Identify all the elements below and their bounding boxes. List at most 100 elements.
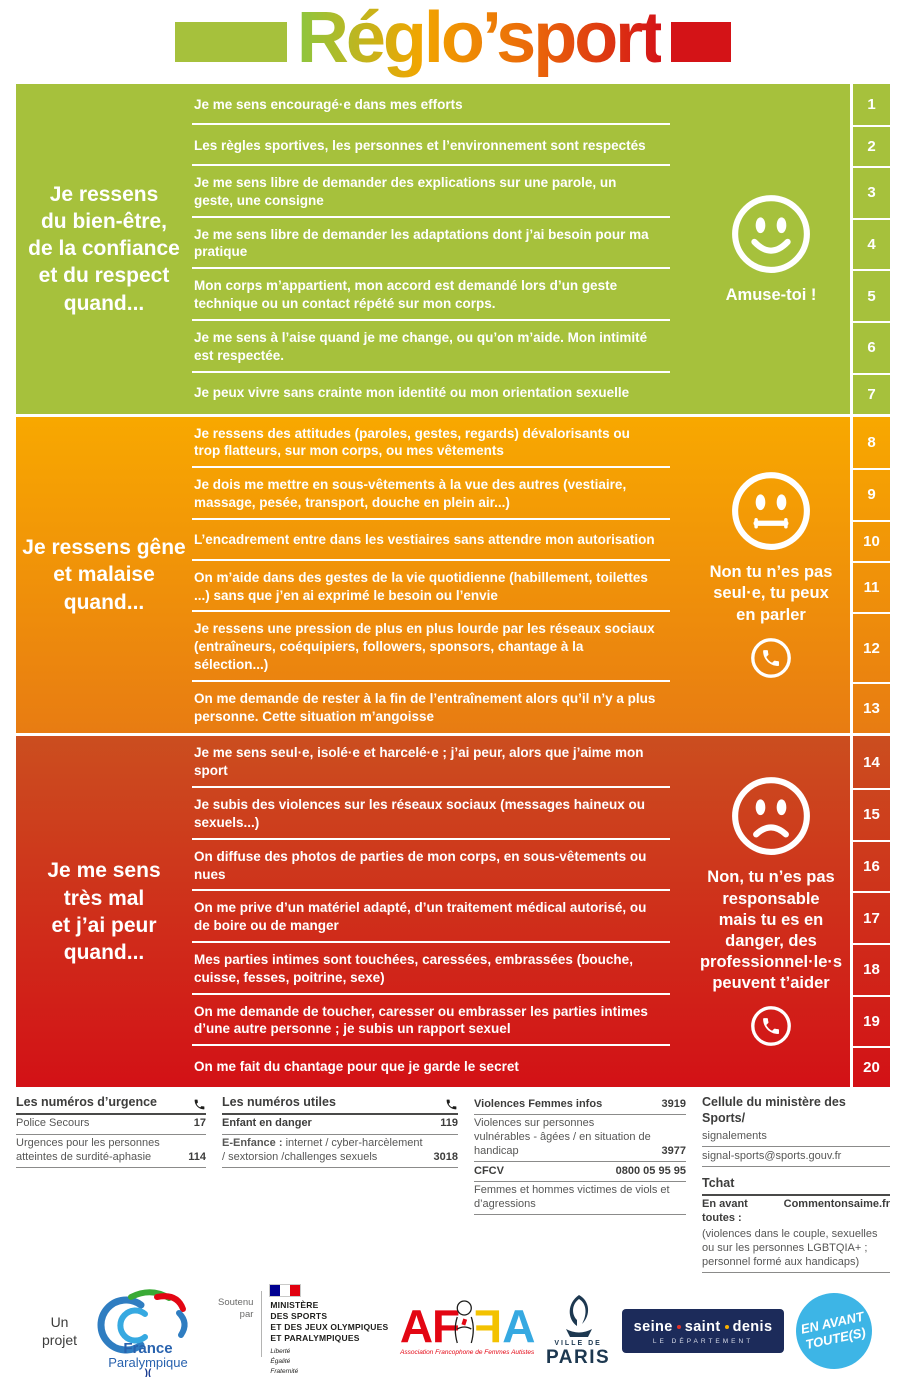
section-green: Je ressens du bien-être, de la confiance… [16, 84, 890, 414]
tchat-site-link[interactable]: Commentonsaime.fr [783, 1198, 890, 1211]
neutral-face-icon [732, 472, 810, 551]
section-title: Je ressens du bien-être, de la confiance… [28, 182, 180, 315]
footer-contact: E-Enfance : internet / cyber-harcèlement… [222, 1135, 458, 1169]
statement-number: 8 [850, 416, 890, 469]
ville-de-paris-logo: VILLE DE PARIS [546, 1293, 610, 1369]
statement-number: 6 [850, 320, 890, 373]
footer-contact: CFCV 0800 05 95 95 [474, 1162, 686, 1182]
statement-number: 9 [850, 468, 890, 520]
contact-label: E-Enfance : internet / cyber-harcèlement… [222, 1137, 426, 1165]
statement-number: 12 [850, 612, 890, 682]
phone-icon [751, 637, 791, 678]
statement-text: Je me sens à l’aise quand je me change, … [192, 321, 692, 373]
statement-number: 1 [850, 84, 890, 125]
un-projet-label: Un projet [42, 1313, 78, 1348]
section-red: Je me sens très mal et j’ai peur quand..… [16, 736, 890, 1088]
contact-number: 0800 05 95 95 [615, 1164, 686, 1177]
en-avant-toutes-badge: EN AVANT TOUTE(S) [788, 1285, 880, 1376]
contact-number: 3919 [661, 1097, 686, 1110]
france-paralympique-logo: France Paralympique )( [89, 1285, 207, 1377]
footer-contact: Enfant en danger 119 [222, 1115, 458, 1135]
header-red-bar [671, 22, 732, 62]
contact-label-lead: E-Enfance : [222, 1137, 283, 1150]
statement-text: Mon corps m’appartient, mon accord est d… [192, 269, 692, 321]
contact-number: 17 [193, 1117, 206, 1130]
ministere-motto: Liberté Égalité Fraternité [270, 1348, 299, 1375]
happy-face-icon [732, 194, 810, 273]
status-message: Non, tu n’es pas responsable mais tu es … [699, 868, 843, 993]
statement-number: 11 [850, 560, 890, 613]
statement-text: Je peux vivre sans crainte mon identité … [194, 385, 630, 401]
contact-label: Violences sur personnes vulnérables - âg… [474, 1117, 651, 1157]
statement-text: Je subis des violences sur les réseaux s… [192, 788, 692, 840]
status-message: Amuse-toi ! [725, 285, 817, 304]
footer-column-violences: Violences Femmes infos 3919 Violences sur … [474, 1095, 686, 1273]
phone-icon [194, 1099, 205, 1110]
footer-column-title: Les numéros utiles [222, 1095, 336, 1110]
contact-label: Femmes et hommes victimes de viols et d’… [474, 1184, 670, 1211]
contact-label: Enfant en danger [222, 1117, 312, 1130]
cellule-email-link[interactable]: signal-sports@sports.gouv.fr [702, 1147, 890, 1167]
statement-text: On diffuse des photos de parties de mon … [192, 840, 692, 892]
contact-grid: Les numéros d’urgence Police Secours 17 Urg… [16, 1095, 890, 1273]
ministere-name: MINISTÈRE DES SPORTS ET DES JEUX OLYMPIQ… [270, 1300, 389, 1344]
footer-contact: Violences Femmes infos 3919 [474, 1095, 686, 1115]
statement-text: L’encadrement entre dans les vestiaires … [192, 520, 692, 561]
sad-face-icon [732, 777, 810, 856]
tchat-note: (violences dans le couple, sexuelles ou … [702, 1228, 890, 1273]
statement-text: On m’aide dans des gestes de la vie quot… [192, 561, 692, 613]
contact-number: 114 [188, 1150, 206, 1163]
cellule-title: Cellule du ministère des Sports/ [702, 1095, 846, 1125]
contact-number: 119 [440, 1117, 458, 1130]
status-panel: Non, tu n’es pas responsable mais tu es … [692, 736, 850, 1087]
footer-column-header: Les numéros utiles [222, 1095, 458, 1115]
status-panel: Amuse-toi ! [692, 84, 850, 414]
contact-label: CFCV [474, 1164, 504, 1177]
footer-column-urgence: Les numéros d’urgence Police Secours 17 Urg… [16, 1095, 206, 1273]
footer-contact: Police Secours 17 [16, 1115, 206, 1135]
statement-text: On me demande de toucher, caresser ou em… [192, 995, 692, 1047]
statement-number: 17 [850, 891, 890, 943]
phone-icon [751, 1006, 791, 1047]
paris-sub-label: VILLE DE [554, 1339, 602, 1347]
statement-number: 20 [850, 1046, 890, 1088]
statement-text: Je me sens encouragé·e dans mes efforts [192, 84, 692, 125]
statement-number: 5 [850, 269, 890, 321]
logos-row: Un projet France Paralympique )( Soutenu… [42, 1284, 880, 1377]
contact-label: Urgences pour les personnes atteintes de… [16, 1137, 160, 1163]
affa-figure-icon [454, 1300, 475, 1344]
statement-text: Je me sens seul·e, isolé·e et harcelé·e … [192, 736, 692, 788]
phone-icon [446, 1099, 457, 1110]
statement-text: Les règles sportives, les personnes et l… [192, 125, 692, 166]
header-green-bar [174, 22, 287, 62]
seine-saint-denis-logo: seine saint denis LE DÉPARTEMENT [621, 1308, 785, 1353]
status-panel: Non tu n’es pas seul·e, tu peux en parle… [692, 417, 850, 734]
ssd-departement-label: LE DÉPARTEMENT [652, 1337, 754, 1345]
tchat-title: Tchat [702, 1174, 890, 1196]
footer-column-ministere: Cellule du ministère des Sports/ signale… [702, 1095, 890, 1273]
french-flag-icon [269, 1284, 302, 1298]
statement-text: Je ressens une pression de plus en plus … [192, 612, 692, 683]
section-orange: Je ressens gêne et malaise quand... Non t… [16, 416, 890, 734]
paris-boat-icon [566, 1294, 593, 1337]
poster-title: Réglo’sport [297, 2, 664, 80]
statement-number: 4 [850, 217, 890, 270]
cellule-subtitle: signalements [702, 1127, 890, 1148]
sections: Je ressens du bien-être, de la confiance… [16, 84, 890, 1088]
contact-label: Violences Femmes infos [474, 1097, 603, 1110]
section-title: Je ressens gêne et malaise quand... [22, 536, 186, 614]
tchat-service-name: En avant toutes : [702, 1198, 748, 1224]
statement-text: On me demande de rester à la fin de l’en… [194, 690, 656, 724]
contact-label-rest: internet / cyber-harcèlement / sextorsio… [222, 1137, 423, 1163]
contact-number: 3977 [661, 1144, 686, 1157]
poster-header: Réglo’sport [0, 0, 906, 84]
statement-number: 13 [850, 681, 890, 734]
statement-number: 18 [850, 942, 890, 995]
soutenu-par-label: Soutenu par [218, 1297, 254, 1320]
footer-contact: Urgences pour les personnes atteintes de… [16, 1135, 206, 1169]
statement-number: 10 [850, 519, 890, 561]
statement-text: Je dois me mettre en sous-vêtements à la… [192, 468, 692, 520]
divider [261, 1291, 263, 1358]
statement-text: Je ressens des attitudes (paroles, geste… [192, 417, 692, 469]
